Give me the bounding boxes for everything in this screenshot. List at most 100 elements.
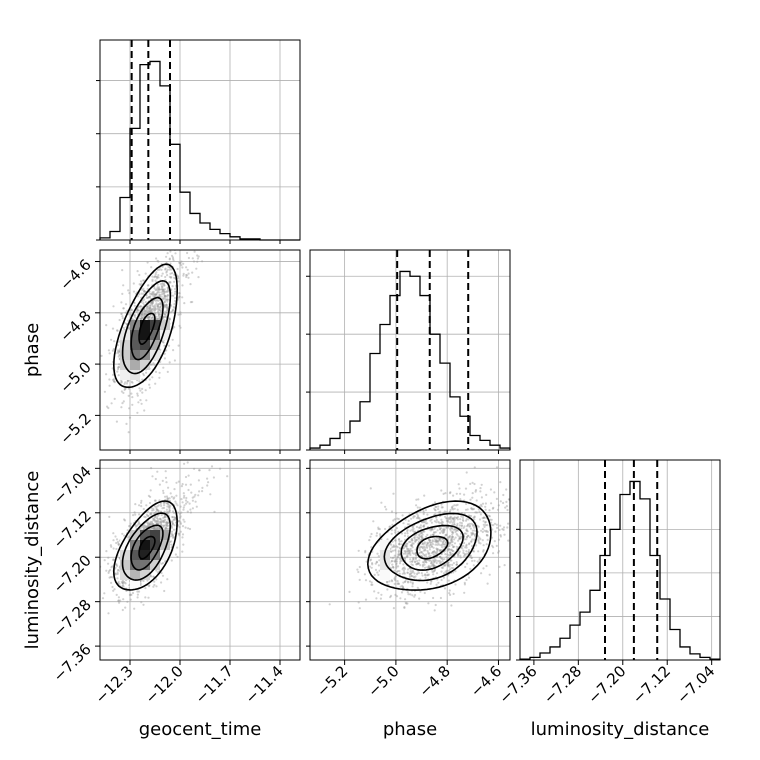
sample-point: [130, 308, 133, 311]
sample-point: [422, 545, 425, 548]
contour-3: [112, 263, 179, 389]
sample-point: [452, 550, 455, 553]
sample-point: [154, 293, 157, 296]
sample-point: [489, 488, 492, 491]
sample-point: [157, 527, 160, 531]
sample-point: [391, 580, 394, 583]
sample-point: [120, 406, 123, 409]
sample-point: [166, 290, 169, 293]
sample-point: [208, 469, 211, 472]
sample-point: [480, 529, 483, 532]
sample-point: [436, 529, 439, 532]
sample-point: [441, 560, 444, 563]
sample-point: [455, 529, 458, 532]
sample-point: [113, 378, 116, 381]
sample-point: [405, 556, 409, 559]
sample-point: [163, 295, 166, 298]
sample-point: [451, 533, 454, 536]
sample-point: [414, 551, 417, 554]
sample-point: [439, 555, 442, 559]
sample-point: [490, 536, 494, 539]
sample-point: [389, 525, 392, 528]
sample-point: [109, 575, 112, 579]
sample-point: [171, 308, 175, 311]
sample-point: [486, 524, 489, 527]
sample-point: [126, 379, 130, 382]
sample-point: [398, 542, 401, 546]
sample-point: [178, 519, 181, 523]
sample-point: [199, 236, 201, 238]
sample-point: [433, 527, 436, 530]
sample-point: [146, 306, 149, 309]
sample-point: [404, 556, 407, 560]
sample-point: [456, 534, 459, 537]
sample-point: [182, 518, 185, 521]
sample-point: [412, 515, 415, 518]
sample-point: [151, 279, 154, 283]
sample-point: [152, 526, 155, 530]
sample-point: [441, 541, 444, 544]
sample-point: [431, 545, 434, 548]
sample-point: [435, 547, 438, 550]
sample-point: [463, 541, 466, 545]
sample-point: [170, 532, 173, 535]
sample-point: [328, 603, 331, 606]
sample-point: [375, 597, 378, 600]
sample-point: [413, 515, 416, 518]
sample-point: [396, 582, 399, 586]
sample-point: [408, 540, 411, 544]
sample-point: [169, 311, 172, 314]
sample-point: [427, 602, 430, 605]
sample-point: [453, 520, 456, 524]
sample-point: [156, 505, 159, 508]
sample-point: [162, 520, 165, 523]
sample-point: [151, 293, 154, 296]
y-tick-label: −7.12: [50, 507, 95, 552]
sample-point: [484, 520, 487, 524]
sample-point: [151, 275, 154, 278]
sample-point: [172, 257, 175, 260]
sample-point: [439, 549, 442, 553]
sample-point: [470, 540, 473, 543]
sample-point: [432, 531, 436, 534]
sample-point: [164, 297, 167, 300]
sample-point: [432, 570, 435, 573]
x-tick-label: −5.2: [313, 662, 351, 700]
sample-point: [149, 574, 152, 578]
sample-point: [121, 582, 124, 585]
sample-point: [398, 543, 401, 546]
sample-point: [128, 584, 131, 587]
sample-point: [155, 318, 158, 321]
sample-point: [380, 593, 383, 596]
sample-point: [170, 254, 174, 257]
sample-point: [173, 524, 176, 527]
sample-point: [371, 562, 374, 565]
sample-point: [425, 553, 428, 556]
sample-point: [404, 550, 407, 553]
sample-point: [485, 543, 488, 546]
sample-point: [377, 591, 380, 594]
sample-point: [129, 524, 132, 528]
sample-point: [413, 595, 416, 598]
sample-point: [421, 536, 424, 539]
sample-point: [115, 538, 119, 541]
sample-point: [451, 535, 454, 539]
sample-point: [515, 483, 517, 485]
sample-point: [146, 316, 149, 319]
sample-point: [447, 564, 450, 567]
sample-point: [411, 526, 414, 529]
sample-point: [123, 518, 126, 521]
sample-point: [154, 305, 157, 309]
sample-point: [107, 406, 110, 410]
sample-point: [150, 293, 153, 296]
sample-point: [183, 494, 186, 497]
sample-point: [424, 522, 428, 525]
sample-point: [377, 573, 380, 577]
sample-point: [451, 527, 454, 530]
sample-point: [422, 525, 426, 528]
sample-point: [166, 224, 168, 226]
sample-point: [473, 518, 476, 521]
sample-point: [146, 284, 149, 287]
sample-point: [434, 513, 437, 516]
sample-point: [422, 525, 425, 528]
